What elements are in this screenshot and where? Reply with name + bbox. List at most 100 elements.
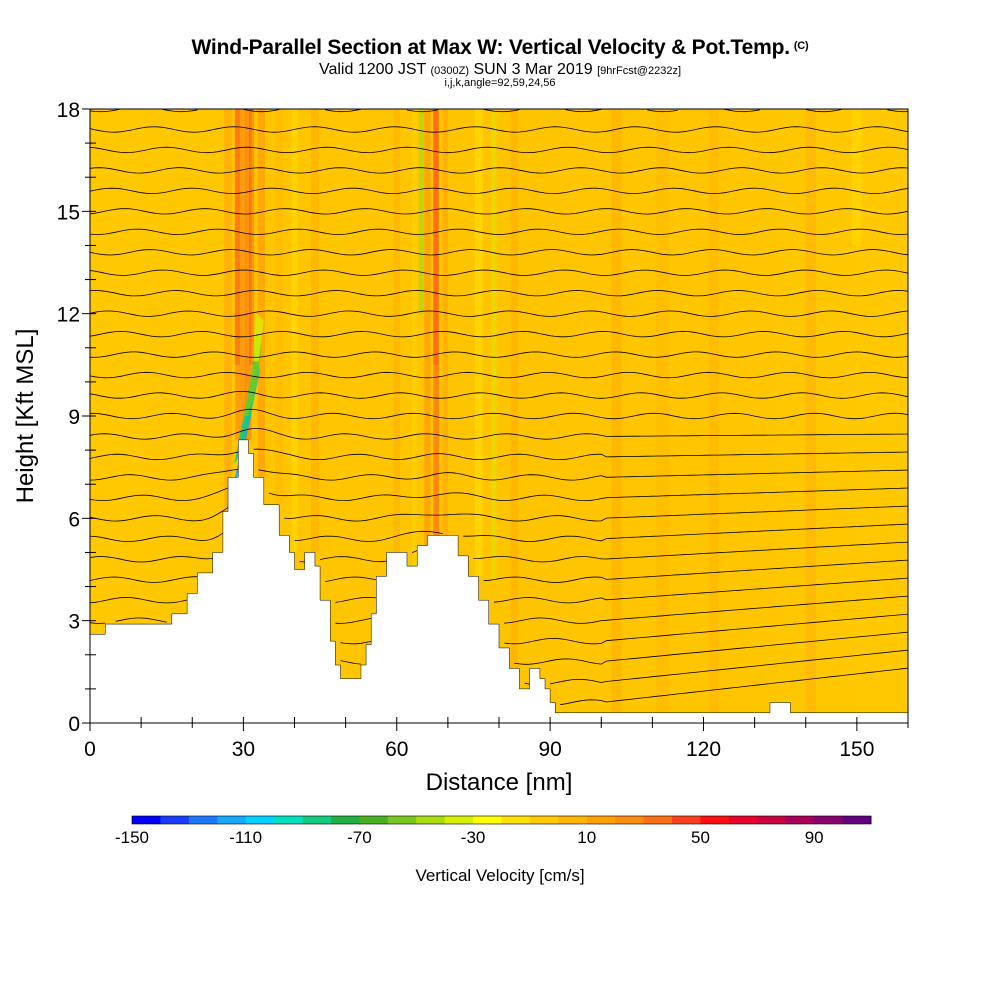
velocity-streak — [412, 109, 418, 567]
x-axis-label: Distance [nm] — [426, 769, 573, 796]
velocity-streak — [291, 109, 298, 553]
velocity-streak — [275, 109, 284, 505]
theta-contour — [90, 577, 908, 604]
velocity-streak — [491, 109, 497, 580]
theta-contour — [90, 391, 908, 399]
colorbar-swatch — [529, 816, 559, 824]
velocity-streak — [418, 109, 424, 314]
colorbar-label: Vertical Velocity [cm/s] — [415, 866, 584, 885]
velocity-streak — [656, 109, 669, 713]
theta-contour — [90, 146, 908, 154]
theta-contour — [90, 595, 908, 624]
velocity-streak — [433, 109, 439, 536]
plot-area — [90, 109, 908, 723]
y-tick-label: 9 — [68, 406, 80, 429]
velocity-streak — [311, 109, 319, 553]
theta-contour — [90, 448, 908, 461]
theta-contour — [90, 269, 908, 276]
colorbar-swatch — [160, 816, 190, 824]
theta-contour — [524, 649, 908, 685]
theta-contour — [90, 351, 908, 358]
velocity-features — [224, 109, 862, 713]
theta-contour — [90, 228, 908, 235]
x-tick-label: 60 — [385, 738, 408, 761]
colorbar-swatch — [785, 816, 815, 824]
theta-contour — [90, 310, 908, 317]
colorbar: -150 -110 -70 -30 10 50 90 — [115, 815, 872, 847]
velocity-streak — [393, 109, 400, 553]
theta-contour — [90, 109, 908, 113]
updraft-core — [433, 109, 439, 365]
theta-contour — [90, 408, 908, 420]
velocity-streak — [235, 109, 247, 440]
y-tick-label: 0 — [68, 713, 80, 736]
velocity-streak — [442, 109, 448, 536]
theta-contour — [90, 559, 908, 583]
colorbar-swatch — [416, 816, 446, 824]
theta-contour — [90, 290, 908, 297]
chart-subtitle: Valid 1200 JST (0300Z) SUN 3 Mar 2019 [9… — [318, 61, 682, 78]
colorbar-swatch — [672, 816, 701, 824]
colorbar-swatch — [814, 816, 844, 824]
chart-indices: i,j,k,angle=92,59,24,56 — [444, 77, 556, 89]
colorbar-tick-label: -150 — [115, 828, 149, 847]
theta-contour — [340, 613, 908, 645]
y-tick-label: 12 — [57, 304, 80, 327]
theta-contour — [90, 187, 908, 195]
theta-contour — [90, 505, 908, 522]
colorbar-tick-label: -110 — [229, 828, 262, 847]
colorbar-swatch — [359, 816, 389, 824]
colorbar-swatch — [643, 816, 673, 824]
downdraft-core — [251, 313, 264, 362]
colorbar-swatch — [728, 816, 758, 824]
colorbar-swatch — [700, 816, 730, 824]
colorbar-swatch — [444, 816, 474, 824]
y-tick-label: 18 — [57, 99, 80, 122]
velocity-streak — [224, 109, 232, 512]
colorbar-tick-label: -70 — [347, 828, 372, 847]
colorbar-swatch — [501, 816, 531, 824]
y-tick-label: 15 — [57, 201, 80, 224]
theta-contour — [90, 126, 908, 133]
colorbar-swatch — [245, 816, 275, 824]
colorbar-swatch — [217, 816, 247, 824]
velocity-streak — [708, 109, 719, 713]
colorbar-tick-label: -30 — [461, 828, 486, 847]
colorbar-swatch — [387, 816, 417, 824]
colorbar-swatch — [132, 816, 161, 824]
velocity-streak — [805, 109, 816, 713]
theta-contour — [90, 249, 908, 256]
updraft-core — [248, 109, 255, 365]
velocity-streak — [611, 109, 622, 713]
y-axis: 0 3 6 9 12 15 18 — [57, 99, 96, 736]
theta-contour — [340, 631, 908, 665]
theta-contour — [90, 167, 908, 174]
colorbar-swatch — [615, 816, 645, 824]
copyright-mark: (C) — [793, 40, 809, 52]
theta-contour — [90, 468, 908, 481]
x-tick-label: 0 — [84, 738, 96, 761]
x-tick-label: 90 — [538, 738, 561, 761]
colorbar-frame — [131, 815, 872, 825]
x-tick-label: 150 — [839, 738, 874, 761]
velocity-streak — [257, 109, 265, 478]
colorbar-swatch — [558, 816, 588, 824]
theta-contour — [90, 487, 908, 502]
updraft-core — [234, 109, 240, 365]
theta-contour — [90, 208, 908, 215]
terrain-mask — [90, 439, 908, 723]
x-tick-label: 30 — [232, 738, 255, 761]
velocity-streak — [474, 109, 483, 577]
colorbar-swatch — [188, 816, 218, 824]
theta-contour — [90, 371, 908, 379]
colorbar-tick-label: 90 — [805, 828, 824, 847]
theta-contour — [90, 541, 908, 563]
colorbar-swatch — [842, 816, 872, 824]
x-axis: 0 30 60 90 120 150 — [84, 717, 909, 761]
y-tick-label: 3 — [68, 611, 80, 634]
colorbar-tick-label: 50 — [691, 828, 710, 847]
colorbar-swatch — [330, 816, 360, 824]
colorbar-tick-label: 10 — [577, 828, 596, 847]
colorbar-swatch — [473, 816, 502, 824]
